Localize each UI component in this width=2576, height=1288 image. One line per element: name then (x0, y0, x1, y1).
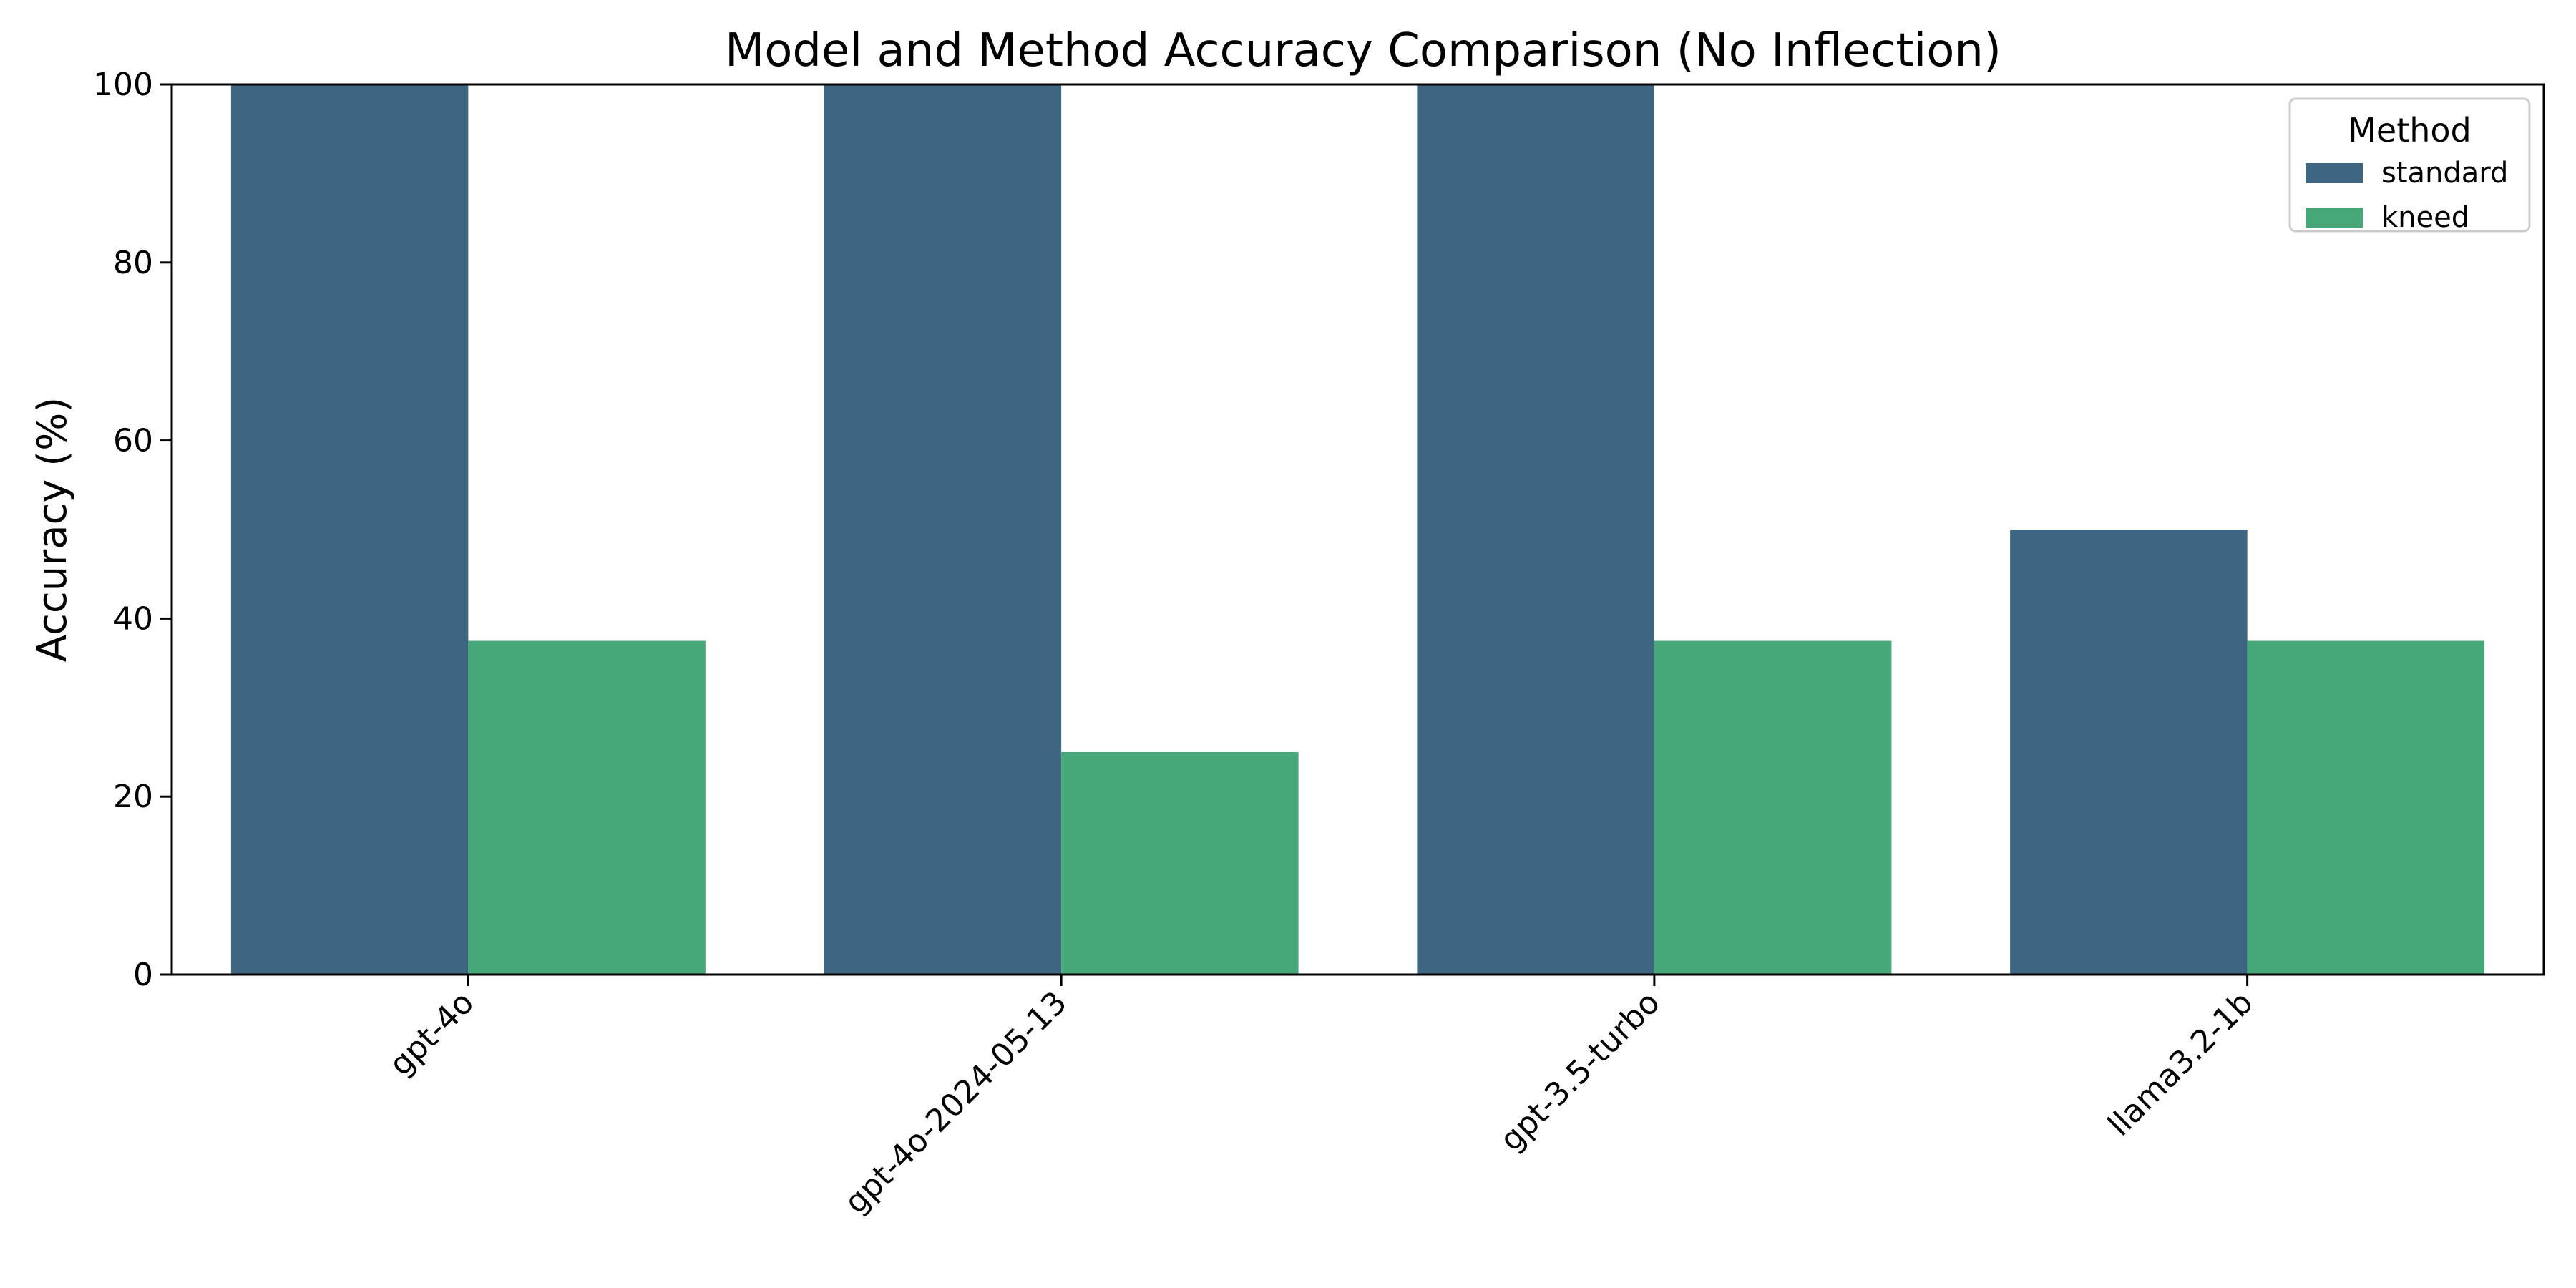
x-tick-label: gpt-3.5-turbo (1493, 985, 1667, 1158)
x-tick-label: llama3.2-1b (2101, 985, 2260, 1143)
y-tick-label: 40 (113, 600, 153, 637)
x-ticks-group: gpt-4o gpt-4o-2024-05-13 gpt-3.5-turbo llam… (382, 975, 2260, 1221)
x-tick-label: gpt-4o-2024-05-13 (837, 985, 1073, 1221)
y-tick-label: 60 (113, 423, 153, 459)
legend-swatch-kneed (2306, 208, 2363, 228)
y-ticks-group: 0 20 40 60 80 100 (93, 67, 172, 993)
x-tick-label: gpt-4o (382, 985, 481, 1083)
bar-standard-gpt-4o (230, 84, 469, 975)
legend-title: Method (2348, 111, 2472, 150)
y-tick-label: 20 (113, 779, 153, 815)
legend-items: standard kneed (2306, 157, 2508, 234)
bar-standard-gpt-3.5-turbo (1417, 84, 1654, 975)
legend-swatch-standard (2306, 163, 2363, 183)
chart-title: Model and Method Accuracy Comparison (No… (725, 24, 2001, 77)
legend: Method standard kneed (2288, 97, 2531, 234)
bar-standard-llama3.2-1b (2010, 530, 2248, 975)
legend-box (2288, 97, 2531, 233)
bar-standard-gpt-4o-2024-05-13 (824, 84, 1062, 975)
y-tick-label: 80 (113, 245, 153, 281)
plot-frame (170, 83, 2545, 976)
y-axis-label: Accuracy (%) (29, 397, 76, 662)
bars-group (230, 84, 2485, 975)
legend-label-standard: standard (2381, 157, 2508, 190)
legend-label-kneed: kneed (2381, 201, 2469, 234)
bar-kneed-gpt-4o (468, 640, 706, 975)
y-tick-label: 100 (93, 67, 153, 103)
y-tick-label: 0 (133, 957, 153, 993)
bar-kneed-gpt-4o-2024-05-13 (1061, 752, 1299, 975)
bar-kneed-llama3.2-1b (2247, 640, 2485, 975)
bar-kneed-gpt-3.5-turbo (1654, 640, 1892, 975)
